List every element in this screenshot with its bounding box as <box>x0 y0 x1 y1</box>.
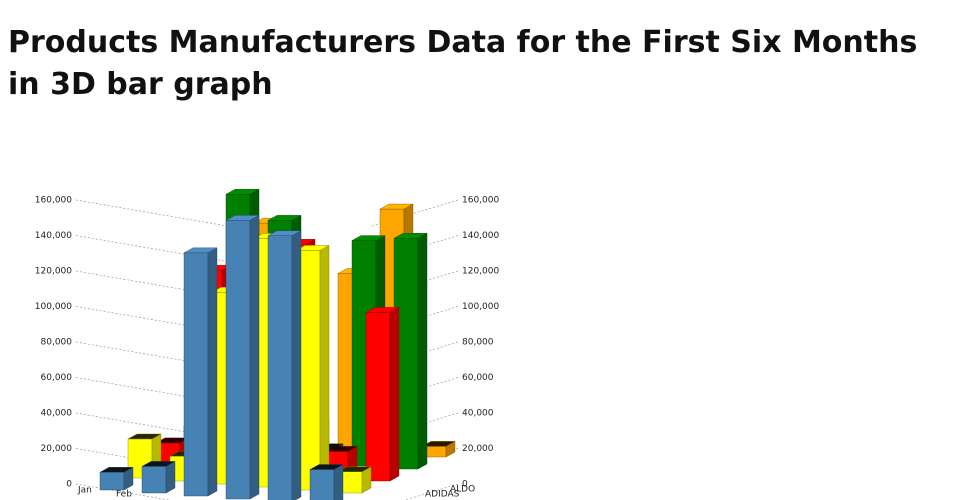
bar-top <box>379 203 414 210</box>
y-tick-label: 120,000 <box>35 267 72 277</box>
y-tick-label: 140,000 <box>462 231 499 241</box>
bar <box>309 464 344 500</box>
bar <box>337 466 372 494</box>
bar-side <box>417 232 428 470</box>
bar <box>295 245 330 491</box>
bar-top <box>225 215 260 221</box>
bar-top <box>351 235 386 241</box>
bar-front <box>365 312 391 482</box>
y-tick-label: 100,000 <box>462 302 499 312</box>
bar-side <box>207 247 218 497</box>
legend-label: ADIDAS <box>425 490 460 500</box>
y-tick-label: 20,000 <box>462 444 494 454</box>
y-tick-label: 140,000 <box>35 231 72 241</box>
bar-top <box>421 441 456 447</box>
y-tick-label: 160,000 <box>462 196 499 206</box>
bar-front <box>225 220 251 500</box>
bar-front <box>141 466 167 494</box>
bar-front <box>99 472 125 491</box>
bar <box>393 232 428 470</box>
bar <box>141 461 176 494</box>
bar <box>421 441 456 458</box>
y-tick-label: 160,000 <box>35 196 72 206</box>
bar-side <box>291 230 302 500</box>
bar-side <box>249 214 260 500</box>
bar <box>183 247 218 497</box>
bar-top <box>365 307 400 313</box>
bar-top <box>225 189 260 195</box>
y-tick-label: 40,000 <box>41 409 73 419</box>
bar-top <box>337 466 372 472</box>
bar-top <box>267 215 302 221</box>
y-tick-label: 60,000 <box>462 373 494 383</box>
bar-side <box>389 307 400 482</box>
grid-line <box>403 483 459 500</box>
grid-line <box>371 199 459 227</box>
y-tick-label: 100,000 <box>35 302 72 312</box>
y-tick-label: 0 <box>66 480 72 490</box>
bar-top <box>99 467 134 473</box>
bar-side <box>165 461 176 494</box>
bar <box>225 214 260 500</box>
x-tick-label: Feb <box>116 490 132 500</box>
bar-top <box>295 245 330 251</box>
y-tick-label: 0 <box>462 480 468 490</box>
y-tick-label: 120,000 <box>462 267 499 277</box>
bar-side <box>319 245 330 491</box>
bar-top <box>127 433 162 440</box>
y-tick-label: 60,000 <box>41 373 73 383</box>
bar-top <box>141 461 176 467</box>
bar-front <box>183 252 209 497</box>
y-tick-label: 80,000 <box>41 338 73 348</box>
bar-top <box>393 233 428 239</box>
bar-top <box>323 446 358 452</box>
y-tick-label: 40,000 <box>462 409 494 419</box>
chart-title: Products Manufacturers Data for the Firs… <box>8 25 918 102</box>
x-tick-label: Jan <box>77 486 92 496</box>
bar <box>99 466 134 491</box>
y-tick-label: 20,000 <box>41 444 73 454</box>
bar <box>365 307 400 482</box>
bar-front <box>309 469 335 500</box>
bar-top <box>267 230 302 236</box>
bar-top <box>183 247 218 254</box>
bar-front <box>267 235 293 500</box>
legend-label: ALDO <box>450 485 475 495</box>
bar <box>267 230 302 500</box>
bar-side <box>333 464 344 500</box>
y-tick-label: 80,000 <box>462 338 494 348</box>
bar-top <box>309 464 344 470</box>
